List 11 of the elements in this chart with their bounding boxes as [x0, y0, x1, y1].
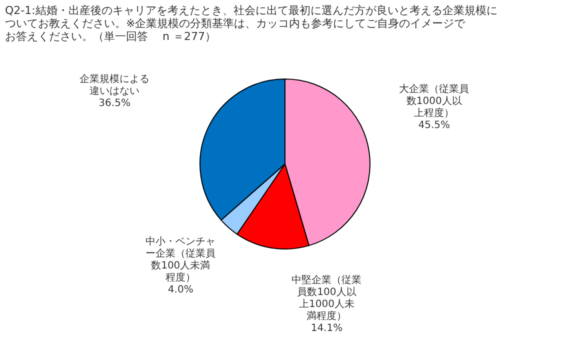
slice-label: 中堅企業（従業員数100人以上1000人未満程度）	[292, 274, 362, 322]
data-label: 45.5%	[418, 120, 450, 131]
data-label: 14.1%	[310, 322, 343, 334]
slice-label: 企業規模による違いはない	[80, 72, 150, 97]
data-label: 4.0%	[168, 284, 194, 296]
text: お答えください。（単一回答 n ＝277）	[5, 30, 216, 43]
text: ついてお教えください。※企業規模の分類基準は、カッコ内も参考にしてご自身のイメージで	[5, 17, 466, 30]
slice-label: 中小・ベンチャー企業（従業員数100人未満程度）	[146, 236, 216, 284]
text: Q2-1:結婚・出産後のキャリアを考えたとき、社会に出て最初に選んだ方が良いと考える企業規模に	[5, 4, 498, 17]
data-label: 36.5%	[98, 98, 130, 109]
slice-label: 大企業（従業員数1000人以上程度）	[399, 82, 470, 119]
